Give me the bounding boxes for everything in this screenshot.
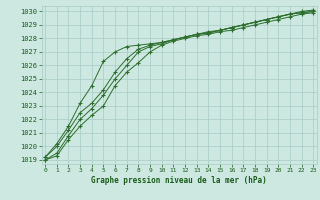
X-axis label: Graphe pression niveau de la mer (hPa): Graphe pression niveau de la mer (hPa) xyxy=(91,176,267,185)
